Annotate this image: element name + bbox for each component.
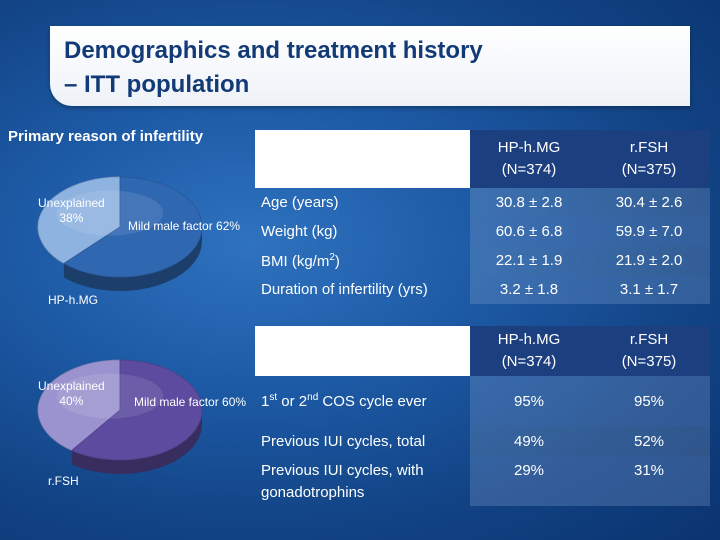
row-label-iui-total: Previous IUI cycles, total — [261, 432, 426, 450]
pie-rfsh-unexplained-value: 40% — [59, 394, 84, 408]
treatment-col-hp-name: HP-h.MG — [497, 331, 561, 348]
pie-slice-0 — [37, 176, 121, 264]
pie-rfsh-slice-unexplained-label: Unexplained 40% — [38, 379, 105, 409]
demographics-col-hp-name: HP-h.MG — [497, 139, 561, 156]
cos-1: 1 — [261, 393, 270, 410]
infertility-reason-heading: Primary reason of infertility — [8, 128, 204, 145]
row-label-weight: Weight (kg) — [261, 223, 338, 240]
row-hp-bmi: 22.1 ± 1.9 — [470, 246, 588, 275]
pie-rfsh-slice-male-label: Mild male factor 60% — [134, 395, 246, 410]
treatment-col-hp: HP-h.MG (N=374) — [470, 326, 588, 376]
row-hp-weight: 60.6 ± 6.8 — [470, 217, 588, 246]
row-hp-age: 30.8 ± 2.8 — [470, 188, 588, 217]
row-rfsh-bmi: 21.9 ± 2.0 — [588, 246, 710, 275]
pie-hp-unexplained-value: 38% — [59, 211, 84, 225]
cos-2-sup: nd — [307, 392, 319, 403]
treatment-col-rfsh: r.FSH (N=375) — [588, 326, 710, 376]
pie-chart-rfsh — [37, 359, 203, 474]
row-rfsh-iui-gonadotrophins: 31% — [588, 456, 710, 506]
pie-highlight — [56, 190, 164, 236]
pie-hp-caption: HP-h.MG — [48, 293, 99, 307]
treatment-header: Treatment history — [255, 326, 470, 376]
table-row: Previous IUI cycles, total 49% 52% — [255, 426, 710, 456]
pie-slice-1 — [63, 176, 203, 278]
treatment-col-hp-n: (N=374) — [501, 353, 557, 370]
row-rfsh-age: 30.4 ± 2.6 — [588, 188, 710, 217]
table-row: Weight (kg) 60.6 ± 6.8 59.9 ± 7.0 — [255, 217, 710, 246]
row-label-age: Age (years) — [261, 194, 339, 211]
pie-hp-unexplained-name: Unexplained — [38, 196, 105, 210]
pie-hp-male-name: Mild male factor — [128, 219, 213, 233]
demographics-header: Demographics — [255, 130, 470, 188]
bmi-label-sup: 2 — [329, 251, 335, 263]
pie-rfsh-unexplained-name: Unexplained — [38, 379, 105, 393]
treatment-header-row: Treatment history HP-h.MG (N=374) r.FSH … — [255, 326, 710, 376]
row-hp-cos-cycle: 95% — [470, 376, 588, 426]
demographics-col-rfsh: r.FSH (N=375) — [588, 130, 710, 188]
pie-side-1 — [63, 227, 202, 291]
table-row: Previous IUI cycles, with gonadotrophins… — [255, 456, 710, 506]
bmi-label-text: BMI (kg/m — [261, 252, 330, 270]
row-rfsh-duration: 3.1 ± 1.7 — [588, 275, 710, 304]
row-label-iui-gonadotrophins: Previous IUI cycles, with gonadotrophins — [255, 456, 470, 506]
row-rfsh-weight: 59.9 ± 7.0 — [588, 217, 710, 246]
row-label-duration: Duration of infertility (yrs) — [261, 281, 428, 298]
pie-rfsh-male-value: 60% — [222, 395, 247, 409]
table-row: Duration of infertility (yrs) 3.2 ± 1.8 … — [255, 275, 710, 304]
table-row: Age (years) 30.8 ± 2.8 30.4 ± 2.6 — [255, 188, 710, 217]
row-rfsh-cos-cycle: 95% — [588, 376, 710, 426]
demographics-col-hp: HP-h.MG (N=374) — [470, 130, 588, 188]
pie-hp-slice-unexplained-label: Unexplained 38% — [38, 196, 105, 226]
cos-1-sup: st — [269, 392, 278, 403]
row-rfsh-iui-total: 52% — [588, 426, 710, 456]
demographics-col-rfsh-n: (N=375) — [621, 161, 677, 178]
table-gap — [255, 304, 710, 326]
pie-rfsh-caption: r.FSH — [48, 474, 79, 488]
cos-2: or 2 — [277, 393, 308, 410]
table-row: 1st or 2nd COS cycle ever 95% 95% — [255, 376, 710, 426]
pie-slice-0 — [37, 359, 121, 451]
iui-gonad-line1: Previous IUI cycles, with — [261, 462, 424, 479]
pie-hp-slice-male-label: Mild male factor 62% — [128, 219, 240, 234]
title-box: Demographics and treatment history – ITT… — [50, 26, 690, 106]
demographics-col-hp-n: (N=374) — [501, 161, 557, 178]
row-label-bmi: BMI (kg/m2) — [255, 246, 470, 275]
title-line-2: – ITT population — [64, 71, 250, 98]
pie-hp-male-value: 62% — [216, 219, 241, 233]
pie-slice-1 — [71, 359, 203, 461]
row-hp-iui-total: 49% — [470, 426, 588, 456]
title-line-1: Demographics and treatment history — [64, 37, 483, 64]
pie-chart-hp-hmg — [37, 176, 203, 291]
table-row: BMI (kg/m2) 22.1 ± 1.9 21.9 ± 2.0 — [255, 246, 710, 275]
bmi-label-close: ) — [334, 252, 340, 270]
row-hp-iui-gonadotrophins: 29% — [470, 456, 588, 506]
demographics-header-row: Demographics HP-h.MG (N=374) r.FSH (N=37… — [255, 130, 710, 188]
cos-text: COS cycle ever — [318, 393, 427, 410]
treatment-col-rfsh-n: (N=375) — [621, 353, 677, 370]
pie-side-1 — [71, 410, 202, 474]
pie-rfsh-male-name: Mild male factor — [134, 395, 219, 409]
row-label-cos-cycle: 1st or 2nd COS cycle ever — [255, 376, 470, 426]
pie-highlight — [56, 373, 164, 419]
demographics-col-rfsh-name: r.FSH — [629, 139, 669, 156]
row-hp-duration: 3.2 ± 1.8 — [470, 275, 588, 304]
demographics-treatment-table: Demographics HP-h.MG (N=374) r.FSH (N=37… — [255, 130, 710, 506]
page-title: Demographics and treatment history – ITT… — [64, 34, 483, 102]
treatment-col-rfsh-name: r.FSH — [629, 331, 669, 348]
iui-gonad-line2: gonadotrophins — [261, 484, 365, 501]
